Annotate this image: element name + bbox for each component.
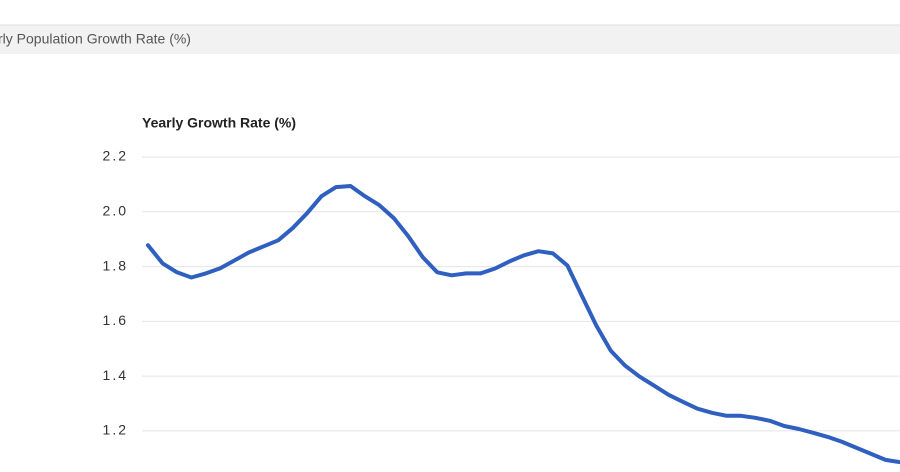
data-line [146,184,900,465]
header-title: rly Population Growth Rate (%) [0,31,191,47]
header-bar [0,25,900,54]
y-tick-label: 2.2 [103,148,128,164]
y-tick-label: 1.2 [103,422,128,438]
y-tick-label: 1.8 [103,257,128,273]
y-tick-label: 1.4 [103,367,128,383]
y-tick-label: 1.6 [103,312,128,328]
chart-title: Yearly Growth Rate (%) [142,115,296,131]
y-tick-label: 2.0 [103,202,128,218]
